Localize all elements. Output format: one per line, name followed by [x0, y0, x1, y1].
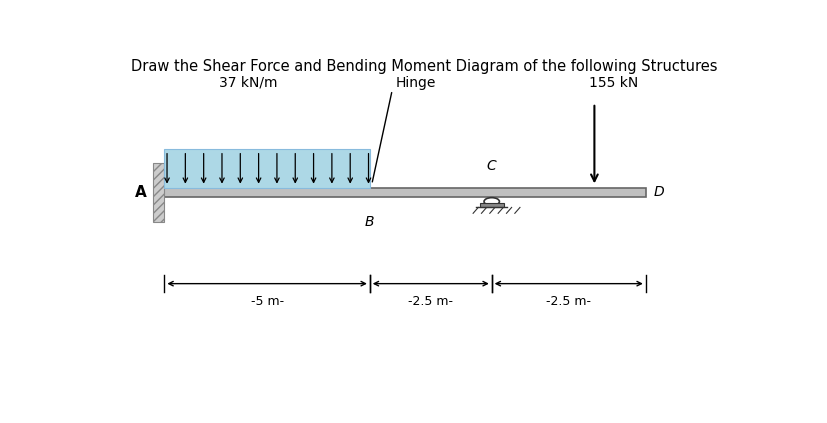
Text: -2.5 m-: -2.5 m-	[546, 295, 590, 308]
Bar	[479, 203, 504, 207]
Bar	[165, 188, 645, 197]
Text: 37 kN/m: 37 kN/m	[218, 76, 277, 90]
Text: D: D	[653, 185, 663, 199]
Bar	[165, 149, 370, 188]
Text: 155 kN: 155 kN	[588, 76, 638, 90]
Text: Draw the Shear Force and Bending Moment Diagram of the following Structures: Draw the Shear Force and Bending Moment …	[131, 59, 717, 74]
Bar	[153, 163, 165, 222]
Text: B: B	[365, 215, 374, 229]
Text: Hinge: Hinge	[395, 76, 435, 90]
Text: -2.5 m-: -2.5 m-	[408, 295, 452, 308]
Text: A: A	[135, 185, 146, 200]
Text: C: C	[486, 159, 496, 173]
Text: -5 m-: -5 m-	[251, 295, 284, 308]
Circle shape	[484, 198, 499, 206]
